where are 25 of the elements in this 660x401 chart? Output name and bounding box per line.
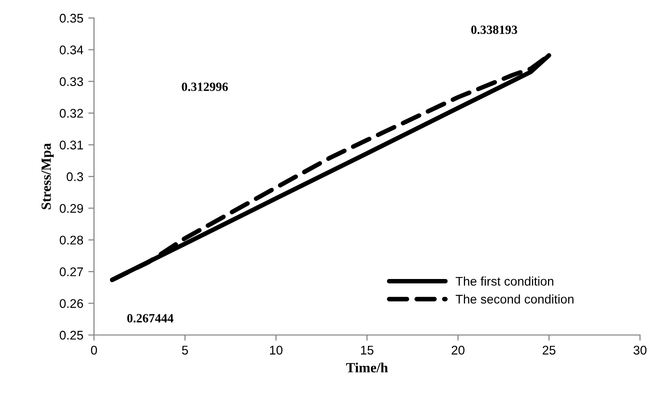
x-axis-title: Time/h — [346, 362, 388, 372]
y-tick-label: 0.32 — [60, 108, 83, 118]
y-tick-label: 0.31 — [60, 140, 83, 150]
y-tick-label: 0.28 — [60, 236, 84, 245]
y-tick-label: 0.26 — [60, 299, 84, 308]
y-axis-title: Stress/Mpa — [42, 143, 54, 210]
x-tick-label: 0 — [91, 346, 97, 355]
y-tick-label: 0.34 — [60, 46, 84, 54]
y-tick-label: 0.25 — [60, 330, 84, 340]
x-tick-label: 5 — [182, 346, 188, 355]
legend-label: The first condition — [456, 276, 554, 286]
y-tick-label: 0.3 — [66, 172, 84, 182]
x-tick-label: 15 — [361, 346, 374, 355]
x-tick-label: 10 — [270, 346, 282, 355]
legend-label: The second condition — [456, 294, 574, 304]
annotation: 0.338193 — [471, 26, 518, 34]
y-tick-label: 0.33 — [60, 77, 84, 86]
x-tick-label: 20 — [452, 346, 464, 355]
y-tick-label: 0.35 — [60, 14, 84, 23]
y-tick-label: 0.27 — [60, 267, 83, 276]
x-tick-label: 25 — [542, 346, 556, 355]
y-tick-label: 0.29 — [60, 204, 83, 213]
annotation: 0.312996 — [182, 82, 228, 92]
x-tick-label: 30 — [634, 346, 646, 355]
annotation: 0.267444 — [127, 314, 174, 322]
